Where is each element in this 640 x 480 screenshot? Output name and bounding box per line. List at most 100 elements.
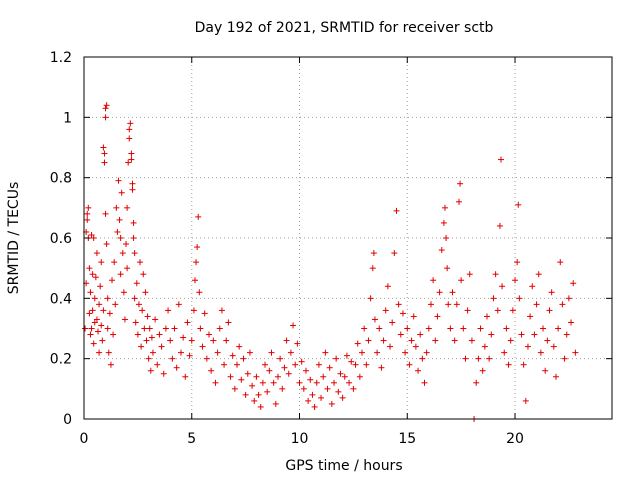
- data-point: [117, 271, 124, 278]
- data-point: [101, 150, 108, 157]
- data-point: [135, 301, 142, 308]
- chart-title: Day 192 of 2021, SRMTID for receiver sct…: [195, 20, 494, 36]
- data-point: [216, 325, 223, 332]
- data-point: [371, 316, 378, 323]
- data-point: [123, 241, 130, 248]
- data-point: [370, 250, 377, 257]
- data-point: [149, 349, 156, 356]
- data-point: [369, 265, 376, 272]
- data-point: [145, 355, 152, 362]
- data-point: [533, 301, 540, 308]
- data-point: [346, 379, 353, 386]
- data-point: [387, 343, 394, 350]
- data-point: [193, 259, 200, 266]
- data-point: [475, 355, 482, 362]
- data-point: [117, 235, 124, 241]
- data-point: [138, 343, 145, 350]
- data-point: [253, 373, 260, 380]
- data-point: [244, 370, 251, 377]
- data-point: [484, 313, 491, 320]
- data-point: [352, 361, 359, 368]
- data-point: [374, 349, 381, 356]
- data-point: [395, 301, 402, 308]
- data-point: [99, 337, 106, 344]
- ticks-layer: 0 5 10 15 20 0 0.2 0.4 0.6 0.8 1 1.2: [50, 50, 612, 447]
- data-point: [524, 343, 531, 350]
- data-point: [221, 361, 228, 368]
- data-point: [518, 331, 525, 338]
- data-point: [313, 379, 320, 386]
- data-point: [494, 307, 501, 314]
- data-point: [540, 325, 547, 332]
- data-point: [455, 198, 462, 205]
- data-point: [298, 358, 305, 365]
- data-point: [98, 259, 105, 266]
- data-point: [561, 355, 568, 362]
- data-point: [86, 265, 93, 272]
- data-point: [425, 325, 432, 332]
- data-point: [430, 277, 437, 284]
- data-point: [568, 319, 575, 326]
- data-point: [421, 379, 428, 386]
- data-point: [548, 289, 555, 296]
- data-point: [126, 126, 133, 133]
- data-point: [139, 307, 146, 314]
- data-point: [195, 213, 202, 220]
- data-point: [550, 343, 557, 350]
- data-point: [92, 274, 99, 281]
- y-tick-label: 0.2: [50, 352, 72, 368]
- data-point: [443, 235, 450, 241]
- data-point: [119, 250, 126, 257]
- data-point: [462, 355, 469, 362]
- data-point: [169, 355, 176, 362]
- data-point: [468, 337, 475, 344]
- data-point: [505, 361, 512, 368]
- data-point: [501, 349, 508, 356]
- data-point: [128, 156, 135, 163]
- data-point: [129, 186, 136, 193]
- data-point: [404, 325, 411, 332]
- data-point: [90, 340, 97, 347]
- data-point: [97, 283, 104, 290]
- data-point: [255, 391, 262, 398]
- data-point: [266, 367, 273, 374]
- data-point: [182, 373, 189, 380]
- data-point: [315, 361, 322, 368]
- data-point: [570, 280, 577, 287]
- x-tick-label: 10: [291, 431, 309, 447]
- data-point: [210, 337, 217, 344]
- data-point: [384, 283, 391, 290]
- y-tick-label: 0: [63, 412, 72, 428]
- data-point: [515, 201, 522, 208]
- data-point: [337, 370, 344, 377]
- data-point: [434, 313, 441, 320]
- data-point: [130, 219, 137, 226]
- data-point: [572, 349, 579, 356]
- data-point: [432, 337, 439, 344]
- data-point: [488, 331, 495, 338]
- data-point: [102, 114, 109, 121]
- data-point: [114, 228, 121, 235]
- data-point: [509, 307, 516, 314]
- data-point: [214, 349, 221, 356]
- data-point: [107, 361, 114, 368]
- data-point: [225, 319, 232, 326]
- data-point: [208, 367, 215, 374]
- data-point: [116, 216, 123, 223]
- data-point: [131, 295, 138, 302]
- data-point: [330, 379, 337, 386]
- data-point: [128, 150, 135, 157]
- data-point: [132, 319, 139, 326]
- data-point: [156, 331, 163, 338]
- data-point: [103, 241, 110, 248]
- data-point: [322, 349, 329, 356]
- data-point: [272, 400, 279, 407]
- data-point: [354, 340, 361, 347]
- data-point: [447, 325, 454, 332]
- data-point: [451, 337, 458, 344]
- data-point: [406, 361, 413, 368]
- data-point: [191, 277, 198, 284]
- data-point: [486, 355, 493, 362]
- data-point: [477, 325, 484, 332]
- data-point: [194, 244, 201, 251]
